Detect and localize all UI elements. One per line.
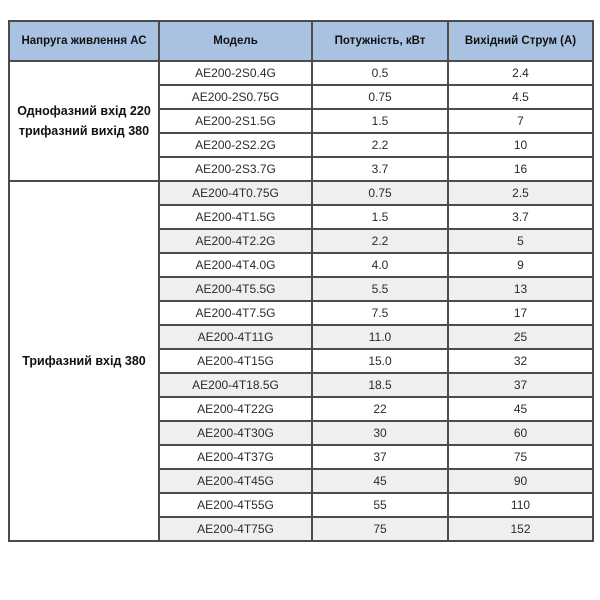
power-cell: 22 <box>311 396 449 422</box>
current-cell: 7 <box>447 108 594 134</box>
power-cell: 37 <box>311 444 449 470</box>
table-row: Трифазний вхід 380 AE200-4T0.75G 0.75 2.5 <box>8 180 594 542</box>
model-cell: AE200-2S3.7G <box>158 156 313 182</box>
current-cell: 16 <box>447 156 594 182</box>
model-cell: AE200-2S0.75G <box>158 84 313 110</box>
current-cell: 9 <box>447 252 594 278</box>
current-cell: 2.5 <box>447 180 594 206</box>
section-label-cell: Трифазний вхід 380 <box>8 180 160 542</box>
power-cell: 15.0 <box>311 348 449 374</box>
current-cell: 2.4 <box>447 60 594 86</box>
table-row: AE200-4T75G 75 152 <box>9 516 594 542</box>
table-row: AE200-2S2.2G 2.2 10 <box>9 132 594 158</box>
table-row: AE200-4T4.0G 4.0 9 <box>9 252 594 278</box>
current-cell: 3.7 <box>447 204 594 230</box>
power-cell: 11.0 <box>311 324 449 350</box>
table-row: AE200-4T45G 45 90 <box>9 468 594 494</box>
table-row: AE200-2S0.75G 0.75 4.5 <box>9 84 594 110</box>
table-row: AE200-4T22G 22 45 <box>9 396 594 422</box>
table-row: AE200-4T7.5G 7.5 17 <box>9 300 594 326</box>
model-cell: AE200-2S0.4G <box>158 60 313 86</box>
model-cell: AE200-4T5.5G <box>158 276 313 302</box>
current-cell: 60 <box>447 420 594 446</box>
current-cell: 75 <box>447 444 594 470</box>
power-cell: 1.5 <box>311 204 449 230</box>
model-cell: AE200-4T4.0G <box>158 252 313 278</box>
model-cell: AE200-4T45G <box>158 468 313 494</box>
col-header-current: Вихідний Струм (А) <box>447 20 594 62</box>
model-cell: AE200-4T75G <box>158 516 313 542</box>
power-cell: 3.7 <box>311 156 449 182</box>
table-row: AE200-4T11G 11.0 25 <box>9 324 594 350</box>
table-row: AE200-4T5.5G 5.5 13 <box>9 276 594 302</box>
power-cell: 0.5 <box>311 60 449 86</box>
col-header-power: Потужність, кВт <box>311 20 449 62</box>
model-cell: AE200-4T15G <box>158 348 313 374</box>
model-cell: AE200-4T11G <box>158 324 313 350</box>
model-cell: AE200-2S1.5G <box>158 108 313 134</box>
power-cell: 18.5 <box>311 372 449 398</box>
power-cell: 2.2 <box>311 132 449 158</box>
model-cell: AE200-4T30G <box>158 420 313 446</box>
current-cell: 45 <box>447 396 594 422</box>
current-cell: 10 <box>447 132 594 158</box>
model-cell: AE200-4T1.5G <box>158 204 313 230</box>
model-cell: AE200-4T0.75G <box>158 180 313 206</box>
current-cell: 5 <box>447 228 594 254</box>
current-cell: 25 <box>447 324 594 350</box>
table-row: AE200-4T37G 37 75 <box>9 444 594 470</box>
power-cell: 2.2 <box>311 228 449 254</box>
current-cell: 17 <box>447 300 594 326</box>
power-cell: 7.5 <box>311 300 449 326</box>
power-cell: 75 <box>311 516 449 542</box>
spec-table: Напруга живлення АС Модель Потужність, к… <box>8 20 594 542</box>
power-cell: 0.75 <box>311 84 449 110</box>
table-row: AE200-4T15G 15.0 32 <box>9 348 594 374</box>
model-cell: AE200-4T2.2G <box>158 228 313 254</box>
col-header-voltage: Напруга живлення АС <box>8 20 160 62</box>
model-cell: AE200-4T22G <box>158 396 313 422</box>
power-cell: 45 <box>311 468 449 494</box>
current-cell: 4.5 <box>447 84 594 110</box>
current-cell: 90 <box>447 468 594 494</box>
current-cell: 32 <box>447 348 594 374</box>
current-cell: 13 <box>447 276 594 302</box>
table-row: AE200-4T55G 55 110 <box>9 492 594 518</box>
power-cell: 55 <box>311 492 449 518</box>
table-row: AE200-2S1.5G 1.5 7 <box>9 108 594 134</box>
table-row: AE200-4T18.5G 18.5 37 <box>9 372 594 398</box>
power-cell: 1.5 <box>311 108 449 134</box>
power-cell: 0.75 <box>311 180 449 206</box>
model-cell: AE200-4T37G <box>158 444 313 470</box>
model-cell: AE200-2S2.2G <box>158 132 313 158</box>
table-row: AE200-2S3.7G 3.7 16 <box>9 156 594 182</box>
power-cell: 5.5 <box>311 276 449 302</box>
model-cell: AE200-4T55G <box>158 492 313 518</box>
table-row: AE200-4T1.5G 1.5 3.7 <box>9 204 594 230</box>
table-row: Однофазний вхід 220 трифазний вихід 380 A… <box>8 60 594 182</box>
table-row: AE200-4T2.2G 2.2 5 <box>9 228 594 254</box>
header-row: Напруга живлення АС Модель Потужність, к… <box>8 20 594 62</box>
section-label-cell: Однофазний вхід 220 трифазний вихід 380 <box>8 60 160 182</box>
col-header-model: Модель <box>158 20 313 62</box>
power-cell: 4.0 <box>311 252 449 278</box>
current-cell: 152 <box>447 516 594 542</box>
current-cell: 37 <box>447 372 594 398</box>
model-cell: AE200-4T18.5G <box>158 372 313 398</box>
power-cell: 30 <box>311 420 449 446</box>
table-row: AE200-4T30G 30 60 <box>9 420 594 446</box>
model-cell: AE200-4T7.5G <box>158 300 313 326</box>
current-cell: 110 <box>447 492 594 518</box>
